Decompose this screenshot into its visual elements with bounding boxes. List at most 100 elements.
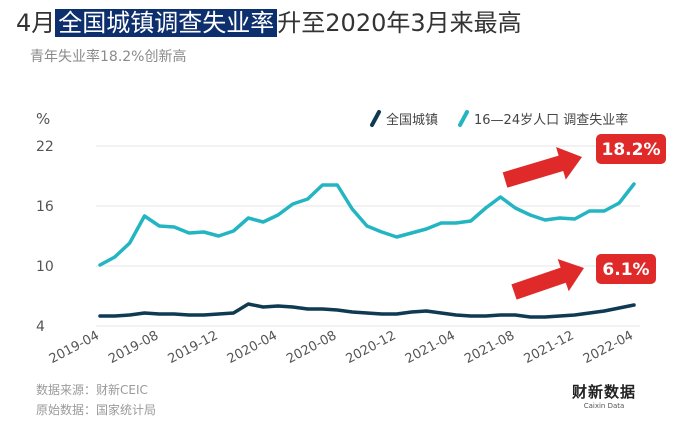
data-point [440, 222, 442, 224]
data-point [203, 231, 205, 233]
data-point [262, 306, 264, 308]
data-point [158, 313, 161, 315]
data-point [128, 314, 131, 316]
data-point [292, 306, 294, 308]
y-tick-label: 4 [36, 319, 45, 335]
data-point [277, 305, 279, 307]
data-point [470, 220, 472, 222]
data-point [573, 314, 576, 316]
national-callout-arrow-shape [511, 259, 584, 300]
data-point [544, 316, 546, 318]
data-point [232, 230, 235, 232]
data-point [143, 215, 146, 217]
data-point [559, 315, 561, 317]
source-line-data: 数据来源：财新CEIC [36, 383, 148, 397]
legend-national-label: 全国城镇 [386, 112, 438, 128]
y-tick-label: 10 [36, 259, 54, 275]
data-point [366, 312, 368, 314]
data-point [395, 236, 398, 238]
data-point [484, 315, 487, 317]
data-point [232, 312, 235, 314]
data-point [188, 232, 190, 234]
data-point [188, 314, 190, 316]
data-point [588, 210, 591, 212]
chart-subtitle: 青年失业率18.2%创新高 [30, 49, 187, 65]
data-point [321, 308, 324, 310]
national-callout-arrow [511, 259, 584, 300]
data-point [410, 311, 413, 313]
national-line [98, 302, 636, 319]
national-callout-box [596, 254, 656, 284]
data-point [173, 313, 175, 315]
youth-callout-arrow-shape [502, 147, 583, 188]
x-tick-label: 2021-04 [403, 328, 458, 367]
legend-national-swatch [370, 110, 381, 127]
data-point [470, 315, 472, 317]
data-point [351, 311, 353, 313]
data-point [455, 314, 457, 316]
data-point [588, 312, 591, 314]
logo-sub-text: Caixin Data [583, 402, 625, 410]
x-tick-label: 2020-04 [225, 328, 280, 367]
x-tick-label: 2020-08 [284, 328, 339, 367]
data-point [292, 203, 294, 205]
data-point [128, 242, 131, 244]
data-point [603, 210, 606, 212]
data-point [499, 196, 502, 198]
caixin-data-logo: 财新数据 Caixin Data [563, 381, 645, 410]
data-point [603, 310, 606, 312]
data-point [114, 256, 116, 258]
title-highlight: 全国城镇调查失业率 [55, 9, 278, 37]
data-point [544, 219, 546, 221]
data-point [203, 314, 205, 316]
data-point [247, 217, 250, 219]
data-point [217, 313, 220, 315]
data-point [499, 314, 502, 316]
x-tick-label: 2022-04 [581, 328, 636, 367]
data-point [559, 217, 561, 219]
data-point [99, 315, 101, 317]
title-prefix: 4月 [16, 9, 56, 37]
x-tick-label: 2019-12 [166, 328, 221, 367]
data-point [247, 303, 250, 305]
national-callout-text: 6.1% [602, 260, 649, 280]
legend-youth-swatch [458, 110, 469, 127]
data-point [381, 313, 383, 315]
data-point [514, 207, 517, 209]
y-tick-label: 22 [36, 139, 54, 155]
logo-main-text: 财新数据 [571, 383, 636, 401]
data-point [514, 314, 517, 316]
data-point [173, 226, 175, 228]
youth-callout-arrow [502, 147, 583, 188]
data-point [366, 225, 368, 227]
youth-callout-box [596, 134, 666, 164]
data-point [529, 316, 531, 318]
x-tick-label: 2019-08 [106, 328, 161, 367]
data-point [306, 308, 309, 310]
x-tick-label: 2021-08 [462, 328, 517, 367]
data-point [618, 307, 620, 309]
data-point [321, 184, 324, 186]
youth-callout-text: 18.2% [602, 140, 661, 160]
data-point [455, 222, 457, 224]
data-point [306, 198, 309, 200]
data-point [351, 208, 353, 210]
x-tick-label: 2019-04 [47, 328, 102, 367]
data-point [633, 304, 635, 306]
data-point [425, 310, 428, 312]
source-line-origin: 原始数据：国家统计局 [36, 403, 157, 417]
chart-title: 4月 全国城镇调查失业率 升至2020年3月来最高 [16, 6, 522, 40]
title-suffix: 升至2020年3月来最高 [277, 9, 522, 37]
data-point [217, 235, 220, 237]
data-point [395, 313, 398, 315]
x-tick-label: 2020-12 [344, 328, 399, 367]
data-point [425, 228, 428, 230]
youth-line [98, 182, 636, 267]
data-point [277, 214, 279, 216]
data-point [336, 184, 339, 186]
y-tick-label: 16 [36, 199, 54, 215]
y-unit-label: % [36, 110, 50, 128]
data-point [573, 218, 576, 220]
data-point [381, 231, 383, 233]
